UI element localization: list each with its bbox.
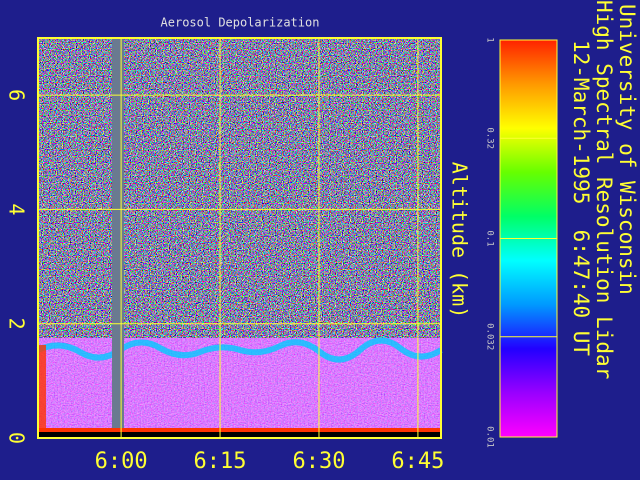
y-axis-label: Altitude (km)	[448, 162, 472, 319]
colorbar-tick-label: 0.032	[485, 323, 495, 350]
x-tick-label: 6:15	[194, 449, 247, 474]
colorbar-tick-label: 1	[485, 37, 495, 42]
x-tick-label: 6:00	[95, 449, 148, 474]
ground-band	[38, 428, 441, 432]
colorbar-tick-label: 0.01	[485, 426, 495, 448]
heatmap-image	[36, 38, 443, 438]
y-tick-label: 4	[5, 203, 29, 215]
colorbar-tick-label: 0.32	[485, 127, 495, 149]
y-tick-label: 2	[5, 318, 29, 330]
y-tick-label: 0	[5, 432, 29, 444]
plot-frame	[37, 37, 442, 439]
edge-band	[38, 345, 46, 430]
annotation: 12-March-1995 6:47:40 UT	[569, 40, 593, 356]
colorbar-tick-label: 0.1	[485, 230, 495, 246]
x-tick-label: 6:45	[391, 449, 444, 474]
cloud-edge	[36, 337, 443, 363]
gap-stripe	[112, 38, 124, 438]
ground-dark	[38, 432, 441, 438]
heatmap-upper	[38, 38, 441, 338]
annotation: University of Wisconsin	[615, 4, 639, 295]
x-tick-label: 6:30	[292, 449, 345, 474]
y-tick-label: 6	[5, 89, 29, 101]
chart-title: Aerosol Depolarization	[161, 16, 320, 30]
annotation: High Spectral Resolution Lidar	[592, 0, 616, 379]
